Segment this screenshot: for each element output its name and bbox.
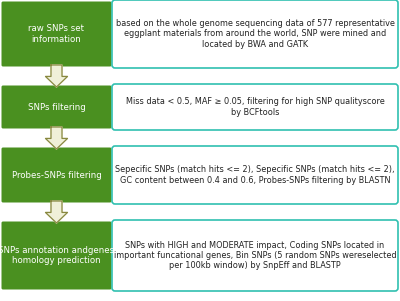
- Text: Probes-SNPs filtering: Probes-SNPs filtering: [12, 170, 101, 179]
- Polygon shape: [46, 127, 68, 149]
- FancyBboxPatch shape: [112, 146, 398, 204]
- Polygon shape: [46, 65, 68, 87]
- FancyBboxPatch shape: [112, 0, 398, 68]
- Text: SNPs annotation andgenes
homology prediction: SNPs annotation andgenes homology predic…: [0, 246, 114, 265]
- Polygon shape: [46, 201, 68, 223]
- FancyBboxPatch shape: [112, 84, 398, 130]
- FancyBboxPatch shape: [2, 2, 112, 67]
- Text: raw SNPs set
information: raw SNPs set information: [28, 24, 84, 44]
- FancyBboxPatch shape: [2, 85, 112, 129]
- Text: based on the whole genome sequencing data of 577 representative
eggplant materia: based on the whole genome sequencing dat…: [116, 19, 394, 49]
- Text: SNPs with HIGH and MODERATE impact, Coding SNPs located in
important funcational: SNPs with HIGH and MODERATE impact, Codi…: [114, 240, 396, 270]
- FancyBboxPatch shape: [112, 220, 398, 291]
- FancyBboxPatch shape: [2, 147, 112, 203]
- Text: SNPs filtering: SNPs filtering: [28, 103, 85, 111]
- FancyBboxPatch shape: [2, 222, 112, 290]
- Text: Miss data < 0.5, MAF ≥ 0.05, filtering for high SNP qualityscore
by BCFtools: Miss data < 0.5, MAF ≥ 0.05, filtering f…: [126, 97, 384, 117]
- Text: Sepecific SNPs (match hits <= 2), Sepecific SNPs (match hits <= 2),
GC content b: Sepecific SNPs (match hits <= 2), Sepeci…: [115, 165, 395, 185]
